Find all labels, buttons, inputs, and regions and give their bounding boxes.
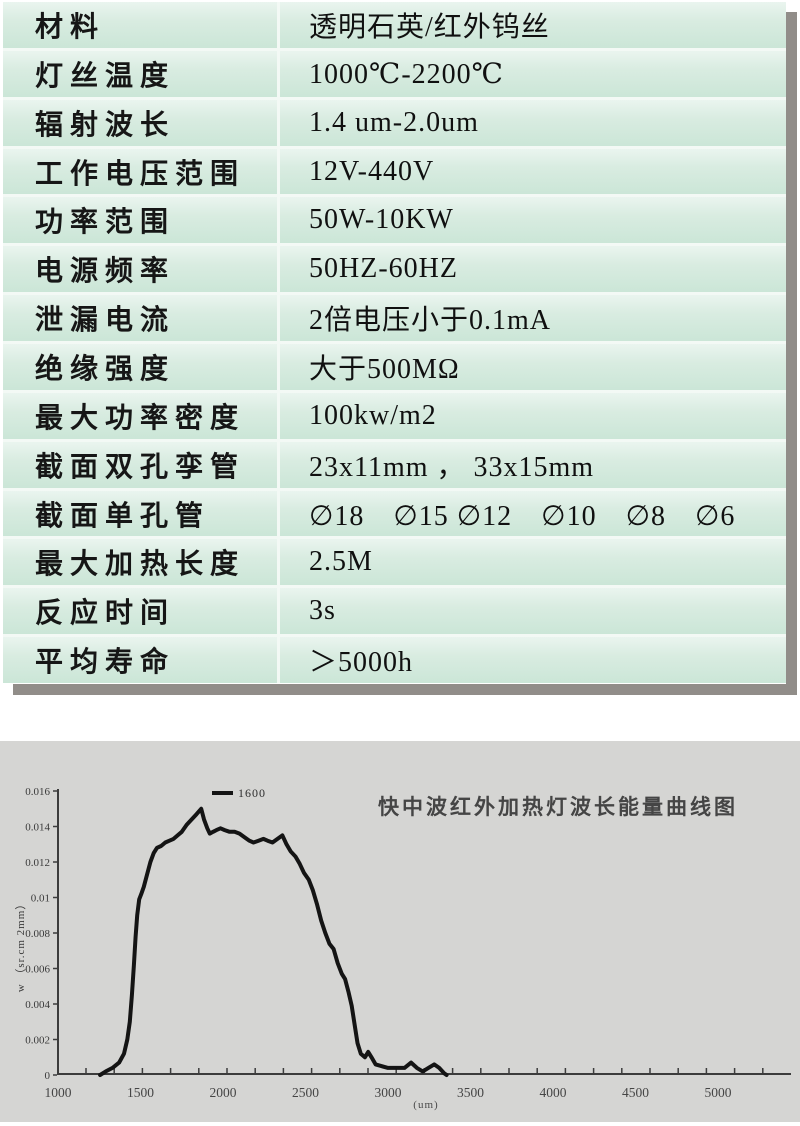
spec-value: 23x11mm ， 33x15mm — [309, 451, 595, 483]
spec-label: 辐射波长 — [3, 99, 280, 146]
table-row: 辐射波长 1.4 um-2.0um — [3, 99, 786, 149]
spec-value: 1.4 um-2.0um — [309, 106, 479, 138]
table-row: 绝缘强度 大于500MΩ — [3, 344, 786, 393]
x-tick-label: 1500 — [127, 1085, 154, 1100]
table-row: 材料 透明石英/红外钨丝 — [3, 2, 786, 51]
y-tick-label: 0.004 — [25, 999, 50, 1011]
x-tick-label: 4500 — [622, 1085, 649, 1100]
spec-value: ∅18 ∅15 ∅12 ∅10 ∅8 ∅6 — [309, 500, 736, 532]
spec-label: 绝缘强度 — [3, 344, 280, 390]
spec-value: 50HZ-60HZ — [309, 253, 458, 285]
y-tick-label: 0.016 — [25, 786, 50, 798]
spec-value: 3s — [309, 595, 336, 627]
x-tick-label: 1000 — [45, 1085, 72, 1100]
x-tick-label: 3500 — [457, 1085, 484, 1100]
x-axis-label: (um) — [413, 1099, 439, 1111]
legend-line-swatch — [212, 791, 233, 795]
table-row: 电源频率 50HZ-60HZ — [3, 246, 786, 296]
table-row: 截面双孔孪管 23x11mm ， 33x15mm — [3, 441, 786, 491]
spec-value: 50W-10KW — [309, 204, 454, 236]
table-row: 截面单孔管 ∅18 ∅15 ∅12 ∅10 ∅8 ∅6 — [3, 490, 786, 540]
spec-label: 电源频率 — [3, 246, 280, 293]
table-shadow-right — [786, 12, 797, 695]
chart-svg: 0 0.002 0.004 0.006 0.008 0.01 0.012 0.014 0.016… — [25, 786, 791, 1100]
spec-value: 100kw/m2 — [309, 399, 437, 431]
y-tick-label: 0.014 — [25, 822, 50, 834]
y-tick-label: 0.006 — [25, 964, 50, 976]
spec-value: 1000℃-2200℃ — [309, 58, 504, 90]
spec-value: 12V-440V — [309, 155, 435, 187]
spec-value: ＞5000h — [309, 647, 414, 679]
spec-label: 截面单孔管 — [3, 490, 280, 537]
y-tick-label: 0 — [45, 1070, 51, 1082]
spec-label: 平均寿命 — [3, 637, 280, 684]
table-row: 反应时间 3s — [3, 588, 786, 638]
spec-label: 功率范围 — [3, 197, 280, 244]
spec-label: 截面双孔孪管 — [3, 441, 280, 488]
spec-value: 2.5M — [309, 546, 373, 578]
chart-legend: 1600 — [212, 786, 266, 800]
y-axis-label: w （sr.cm 2mm） — [15, 897, 27, 993]
spec-label: 灯丝温度 — [3, 50, 280, 97]
table-row: 功率范围 50W-10KW — [3, 197, 786, 247]
spec-label: 工作电压范围 — [3, 148, 280, 195]
table-row: 最大加热长度 2.5M — [3, 539, 786, 589]
table-row: 平均寿命 ＞5000h — [3, 637, 786, 684]
table-row: 泄漏电流 2倍电压小于0.1mA — [3, 295, 786, 345]
table-row: 工作电压范围 12V-440V — [3, 148, 786, 198]
legend-label: 1600 — [238, 785, 266, 800]
table-row: 最大功率密度 100kw/m2 — [3, 392, 786, 442]
spec-label: 最大功率密度 — [3, 392, 280, 439]
spec-label: 最大加热长度 — [3, 539, 280, 586]
x-tick-label: 2500 — [292, 1085, 319, 1100]
spec-value: 2倍电压小于0.1mA — [309, 305, 552, 337]
spec-value: 大于500MΩ — [309, 353, 460, 385]
spec-table: 材料 透明石英/红外钨丝 灯丝温度 1000℃-2200℃ 辐射波长 1.4 um-2.0… — [3, 2, 786, 684]
x-tick-label: 2000 — [210, 1085, 237, 1100]
chart-panel: 0 0.002 0.004 0.006 0.008 0.01 0.012 0.014 0.016… — [0, 741, 800, 1122]
series-curve-1600 — [98, 806, 449, 1077]
y-tick-label: 0.012 — [25, 857, 50, 869]
y-tick-label: 0.01 — [31, 893, 50, 905]
spec-label: 材料 — [3, 2, 280, 48]
table-shadow-bottom — [13, 684, 797, 695]
chart-title: 快中波红外加热灯波长能量曲线图 — [378, 795, 738, 819]
spec-label: 泄漏电流 — [3, 295, 280, 342]
spec-value: 透明石英/红外钨丝 — [309, 11, 550, 43]
x-tick-label: 3000 — [375, 1085, 402, 1100]
y-tick-label: 0.002 — [25, 1035, 50, 1047]
spec-label: 反应时间 — [3, 588, 280, 635]
table-row: 灯丝温度 1000℃-2200℃ — [3, 50, 786, 100]
x-tick-label: 4000 — [540, 1085, 567, 1100]
y-tick-label: 0.008 — [25, 928, 50, 940]
x-tick-label: 5000 — [705, 1085, 732, 1100]
